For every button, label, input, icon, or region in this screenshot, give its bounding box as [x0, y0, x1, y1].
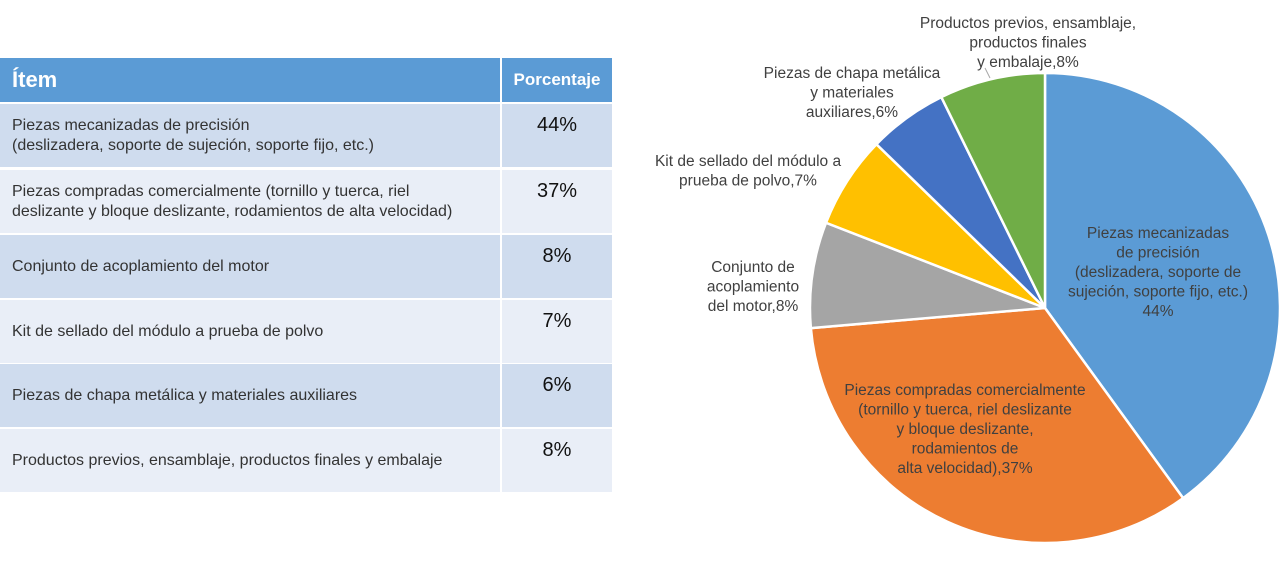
table-header-item: Ítem — [0, 58, 500, 102]
percent-cell: 8% — [502, 429, 612, 492]
slice-label: Conjunto de acoplamiento del motor,8% — [707, 259, 799, 315]
percent-cell: 7% — [502, 300, 612, 363]
percent-cell: 37% — [502, 170, 612, 233]
item-cell: Productos previos, ensamblaje, productos… — [0, 429, 500, 492]
slice-label: Piezas de chapa metálica y materiales auxi… — [764, 65, 941, 121]
pie-slice — [808, 221, 1046, 330]
slice-label: Piezas mecanizadas de precisión (deslizade… — [1068, 225, 1248, 320]
table-row: Piezas compradas comercialmente (tornill… — [0, 170, 612, 233]
table-row: Piezas de chapa metálica y materiales au… — [0, 364, 612, 427]
percent-cell: 44% — [502, 104, 612, 167]
percent-cell: 8% — [502, 235, 612, 298]
table-row: Piezas mecanizadas de precisión (deslizad… — [0, 104, 612, 167]
slice-label: Kit de sellado del módulo a prueba de pol… — [655, 153, 842, 190]
table-row: Kit de sellado del módulo a prueba de po… — [0, 300, 612, 363]
percent-cell: 6% — [502, 364, 612, 427]
item-cell: Piezas de chapa metálica y materiales au… — [0, 364, 500, 427]
slice-label: Productos previos, ensamblaje, productos … — [920, 15, 1136, 71]
item-cell: Kit de sellado del módulo a prueba de po… — [0, 300, 500, 363]
table-header-percent: Porcentaje — [502, 58, 612, 102]
pie-slice — [1043, 71, 1282, 500]
item-cell: Piezas compradas comercialmente (tornill… — [0, 170, 500, 233]
item-cell: Conjunto de acoplamiento del motor — [0, 235, 500, 298]
header-percent-label: Porcentaje — [513, 70, 601, 89]
pie-slice — [939, 71, 1047, 309]
leader-line — [984, 67, 991, 79]
header-item-label: Ítem — [12, 67, 58, 92]
slice-label: Piezas compradas comercialmente (tornillo… — [844, 382, 1085, 477]
table-row: Productos previos, ensamblaje, productos… — [0, 429, 612, 492]
pie-slice — [809, 306, 1185, 545]
item-cell: Piezas mecanizadas de precisión (deslizad… — [0, 104, 500, 167]
table-row: Conjunto de acoplamiento del motor 8% — [0, 235, 612, 298]
